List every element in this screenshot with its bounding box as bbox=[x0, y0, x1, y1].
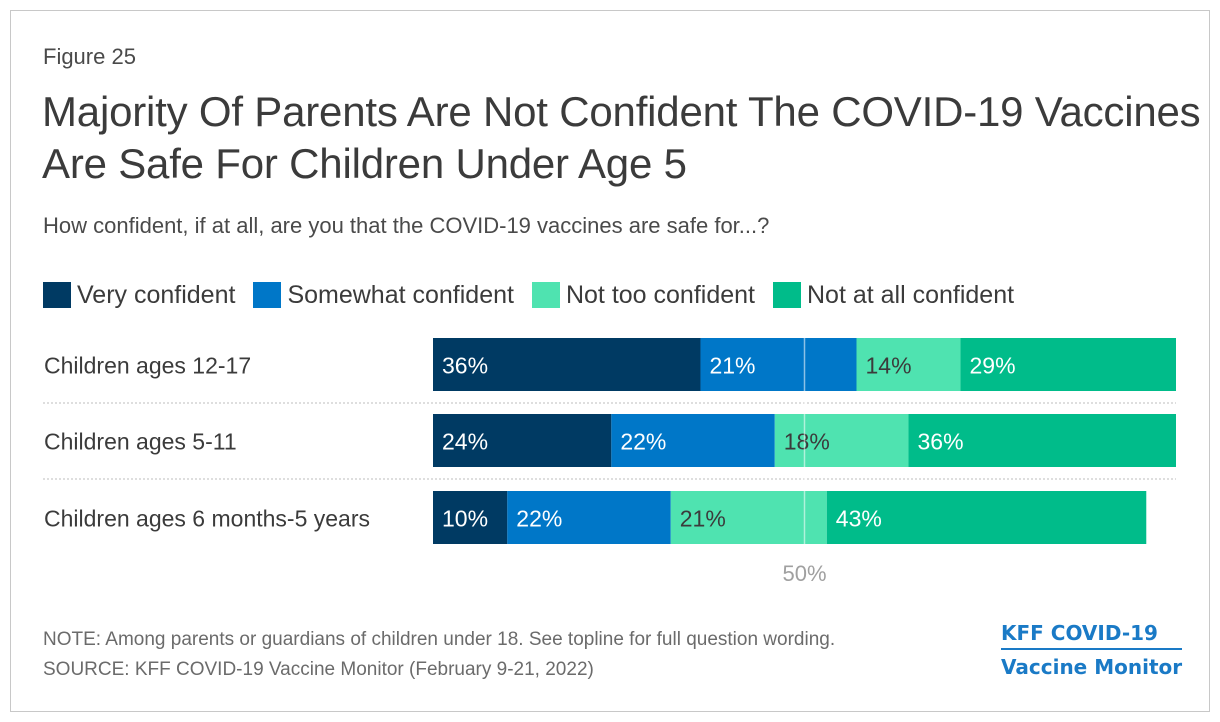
legend-item-very-confident: Very confident bbox=[43, 281, 235, 310]
bar-segment bbox=[856, 338, 961, 391]
category-label: Children ages 6 months-5 years bbox=[44, 506, 370, 532]
figure-label: Figure 25 bbox=[43, 44, 136, 69]
bar-segment bbox=[700, 338, 857, 391]
bar-segment bbox=[433, 491, 508, 544]
data-label: 21% bbox=[680, 506, 726, 532]
legend-swatch bbox=[43, 282, 71, 308]
legend-swatch bbox=[772, 282, 801, 308]
bar-segment bbox=[507, 491, 671, 544]
chart-notes: NOTE: Among parents or guardians of chil… bbox=[43, 625, 835, 685]
category-label: Children ages 5-11 bbox=[44, 429, 237, 455]
data-label: 22% bbox=[620, 429, 666, 455]
legend-swatch bbox=[531, 282, 560, 308]
category-label: Children ages 12-17 bbox=[44, 353, 251, 379]
bar-segment bbox=[908, 414, 1176, 467]
legend-label: Not at all confident bbox=[806, 280, 1015, 309]
data-label: 10% bbox=[442, 506, 488, 532]
legend-item-not-too-confident: Not too confident bbox=[531, 280, 755, 310]
bar-segment bbox=[433, 338, 701, 391]
reference-line-label: 50% bbox=[782, 561, 826, 586]
chart-subtitle: How confident, if at all, are you that t… bbox=[43, 213, 770, 238]
legend-label: Somewhat confident bbox=[287, 280, 514, 309]
legend-item-somewhat-confident: Somewhat confident bbox=[253, 281, 514, 310]
stacked-bar-chart: Children ages 12-17 36% 21% 14% 29% Children … bbox=[43, 338, 1176, 586]
data-label: 36% bbox=[918, 429, 964, 455]
data-label: 21% bbox=[709, 353, 755, 379]
logo-line-1: KFF COVID-19 bbox=[1001, 618, 1183, 650]
data-label: 22% bbox=[516, 506, 562, 532]
bar-segment bbox=[433, 414, 612, 467]
note-text: NOTE: Among parents or guardians of chil… bbox=[43, 629, 836, 650]
legend-swatch bbox=[253, 282, 282, 308]
legend-item-not-at-all-confident: Not at all confident bbox=[772, 280, 1015, 310]
data-label: 36% bbox=[442, 353, 488, 379]
bar-segment bbox=[670, 491, 827, 544]
logo-line-2: Vaccine Monitor bbox=[1001, 655, 1183, 679]
data-label: 14% bbox=[866, 353, 912, 379]
chart-title: Majority Of Parents Are Not Confident Th… bbox=[42, 88, 1201, 187]
bar-segment bbox=[826, 491, 1147, 544]
bar-segment bbox=[611, 414, 775, 467]
legend-label: Not too confident bbox=[565, 280, 755, 309]
bar-segment bbox=[774, 414, 909, 467]
data-label: 43% bbox=[836, 506, 882, 532]
bar-segment bbox=[960, 338, 1176, 391]
data-label: 18% bbox=[784, 429, 830, 455]
data-label: 29% bbox=[970, 353, 1016, 379]
legend-label: Very confident bbox=[77, 280, 236, 309]
kff-logo: KFF COVID-19 Vaccine Monitor bbox=[1001, 618, 1183, 684]
source-text: SOURCE: KFF COVID-19 Vaccine Monitor (Fe… bbox=[43, 659, 594, 680]
legend: Very confident Somewhat confident Not to… bbox=[43, 279, 1032, 311]
data-label: 24% bbox=[442, 429, 488, 455]
